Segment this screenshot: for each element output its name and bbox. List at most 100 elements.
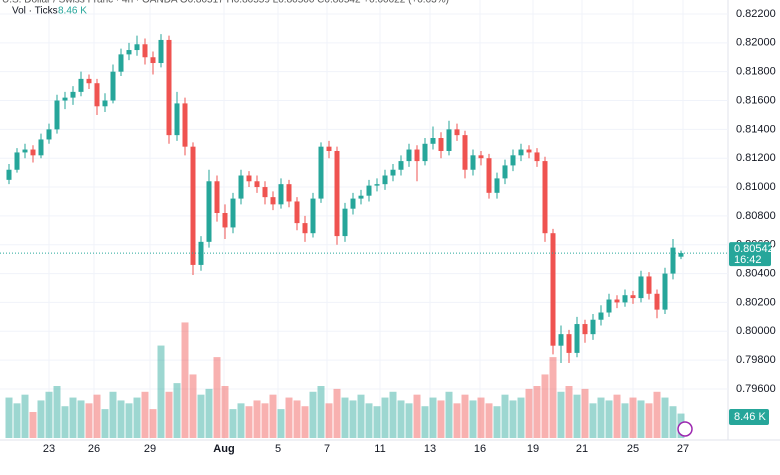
candle-body: [622, 295, 628, 303]
volume-bar: [389, 391, 397, 438]
candle-body: [166, 39, 172, 136]
y-tick-label: 0.82200: [736, 8, 776, 20]
y-tick-label: 0.82000: [736, 37, 776, 49]
candle-body: [510, 155, 516, 166]
candle-body: [6, 169, 12, 180]
candle-body: [294, 201, 300, 224]
candle-body: [302, 223, 308, 234]
candle-body: [118, 54, 124, 72]
candle-body: [558, 334, 564, 346]
candle-body: [78, 78, 84, 92]
candle-body: [190, 146, 196, 265]
volume-bar: [309, 391, 317, 438]
volume-bar: [61, 406, 69, 438]
candle-body: [614, 299, 620, 303]
volume-value-axis: 8.46 K: [734, 411, 766, 423]
volume-bar: [597, 397, 605, 438]
candle-body: [606, 299, 612, 313]
candle-body: [526, 149, 532, 153]
volume-bar: [205, 388, 213, 438]
candle-body: [430, 138, 436, 144]
volume-bar: [317, 386, 325, 438]
candle-body: [646, 276, 652, 294]
candle-body: [390, 169, 396, 176]
y-tick-label: 0.79600: [736, 383, 776, 395]
volume-bar: [573, 394, 581, 438]
volume-bar: [125, 403, 133, 438]
volume-bar: [277, 409, 285, 438]
candle-body: [654, 293, 660, 310]
y-tick-label: 0.79800: [736, 354, 776, 366]
candle-body: [374, 184, 380, 186]
last-price-box: [729, 242, 771, 267]
volume-bar: [541, 374, 549, 438]
volume-bar: [109, 391, 117, 438]
volume-bar: [85, 403, 93, 438]
candle-body: [438, 138, 444, 151]
volume-bar: [613, 394, 621, 438]
volume-bar: [549, 357, 557, 438]
candle-body: [342, 208, 348, 237]
candle-body: [422, 143, 428, 162]
volume-bar: [525, 388, 533, 438]
volume-title: Vol · Ticks: [12, 6, 58, 17]
last-price-label: 0.80542: [734, 243, 774, 255]
candle-body: [238, 175, 244, 199]
volume-bar: [517, 397, 525, 438]
candle-body: [678, 253, 684, 257]
candle-body: [182, 103, 188, 147]
volume-bar: [629, 397, 637, 438]
volume-bar: [437, 400, 445, 438]
candle-body: [358, 195, 364, 199]
candle-body: [102, 100, 108, 107]
volume-bar: [565, 386, 573, 438]
volume-bar: [261, 403, 269, 438]
candle-body: [478, 155, 484, 159]
volume-bar: [333, 388, 341, 438]
candle-body: [206, 181, 212, 242]
volume-bar: [237, 403, 245, 438]
candle-body: [286, 184, 292, 202]
x-tick-label: 13: [424, 443, 436, 455]
candle-body: [542, 161, 548, 234]
candle-body: [142, 44, 148, 58]
countdown-label: 16:42: [734, 254, 762, 266]
volume-bar: [581, 388, 589, 438]
volume-bar: [501, 394, 509, 438]
volume-bar: [477, 397, 485, 438]
x-tick-label: 19: [527, 443, 539, 455]
candle-body: [534, 152, 540, 162]
x-tick-label: 21: [576, 443, 588, 455]
x-tick-label: 25: [627, 443, 639, 455]
volume-bar: [45, 391, 53, 438]
y-tick-label: 0.80200: [736, 296, 776, 308]
volume-bar: [557, 391, 565, 438]
volume-bar: [37, 400, 45, 438]
volume-bar: [197, 394, 205, 438]
volume-bar: [669, 406, 677, 438]
volume-bar: [213, 357, 221, 438]
candle-body: [326, 146, 332, 151]
volume-bar: [285, 397, 293, 438]
volume-bar: [445, 391, 453, 438]
volume-bar: [269, 394, 277, 438]
volume-bar: [653, 391, 661, 438]
candle-body: [630, 295, 636, 299]
volume-bar: [5, 397, 13, 438]
x-tick-label: 23: [43, 443, 55, 455]
candle-body: [638, 276, 644, 299]
x-tick-label: 27: [677, 443, 689, 455]
candle-body: [598, 312, 604, 320]
x-tick-label: 29: [144, 443, 156, 455]
candle-body: [566, 334, 572, 353]
candle-body: [574, 324, 580, 353]
candle-body: [270, 197, 276, 205]
x-tick-label: 26: [88, 443, 100, 455]
header: U.S. Dollar / Swiss Franc · 4h · OANDA O…: [2, 0, 449, 6]
candle-body: [334, 150, 340, 237]
candle-body: [462, 135, 468, 170]
candle-body: [246, 175, 252, 182]
replay-button[interactable]: [677, 421, 693, 437]
candle-body: [54, 100, 60, 130]
volume-bar: [453, 403, 461, 438]
